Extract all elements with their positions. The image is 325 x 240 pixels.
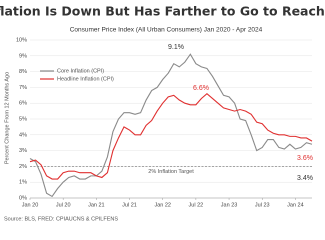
annotation: 6.6% [193, 85, 209, 92]
x-tick-label: Jul 20 [56, 202, 71, 208]
series-line [29, 92, 313, 180]
x-tick-label: Jan 21 [88, 202, 105, 208]
y-tick-label: 6% [19, 101, 27, 107]
x-tick-label: Jan 24 [287, 202, 304, 208]
y-tick-label: 3% [19, 148, 27, 154]
y-axis-label: Percent Change From 12 Months Ago [4, 72, 10, 164]
y-tick-label: 5% [19, 116, 27, 122]
y-tick-label: 7% [19, 85, 27, 91]
y-tick-label: 8% [19, 69, 27, 75]
x-tick-label: Jul 23 [255, 202, 270, 208]
x-tick-label: Jan 20 [22, 202, 39, 208]
x-tick-label: Jan 23 [221, 202, 238, 208]
series-line [29, 53, 313, 198]
y-tick-label: 9% [19, 53, 27, 59]
y-tick-label: 4% [19, 132, 27, 138]
chart: Inflation Is Down But Has Farther to Go … [0, 4, 325, 223]
chart-title: Inflation Is Down But Has Farther to Go … [0, 4, 325, 19]
x-tick-label: Jan 22 [154, 202, 171, 208]
x-tick-label: Jul 21 [122, 202, 137, 208]
target-label: 2% Inflation Target [148, 169, 194, 175]
y-tick-label: 0% [19, 195, 27, 201]
x-tick-label: Jul 22 [189, 202, 204, 208]
y-tick-label: 1% [19, 180, 27, 186]
legend-label: Core Inflation (CPI) [57, 68, 104, 74]
source: Source: BLS, FRED: CPIAUCNS & CPILFENS [4, 216, 118, 222]
legend-label: Headline Inflation (CPI) [57, 76, 114, 82]
annotation: 9.1% [168, 44, 184, 51]
y-tick-label: 10% [16, 37, 27, 43]
chart-subtitle: Consumer Price Index (All Urban Consumer… [70, 27, 263, 34]
y-tick-label: 2% [19, 164, 27, 170]
annotation: 3.6% [297, 155, 313, 162]
annotation: 3.4% [297, 175, 313, 182]
